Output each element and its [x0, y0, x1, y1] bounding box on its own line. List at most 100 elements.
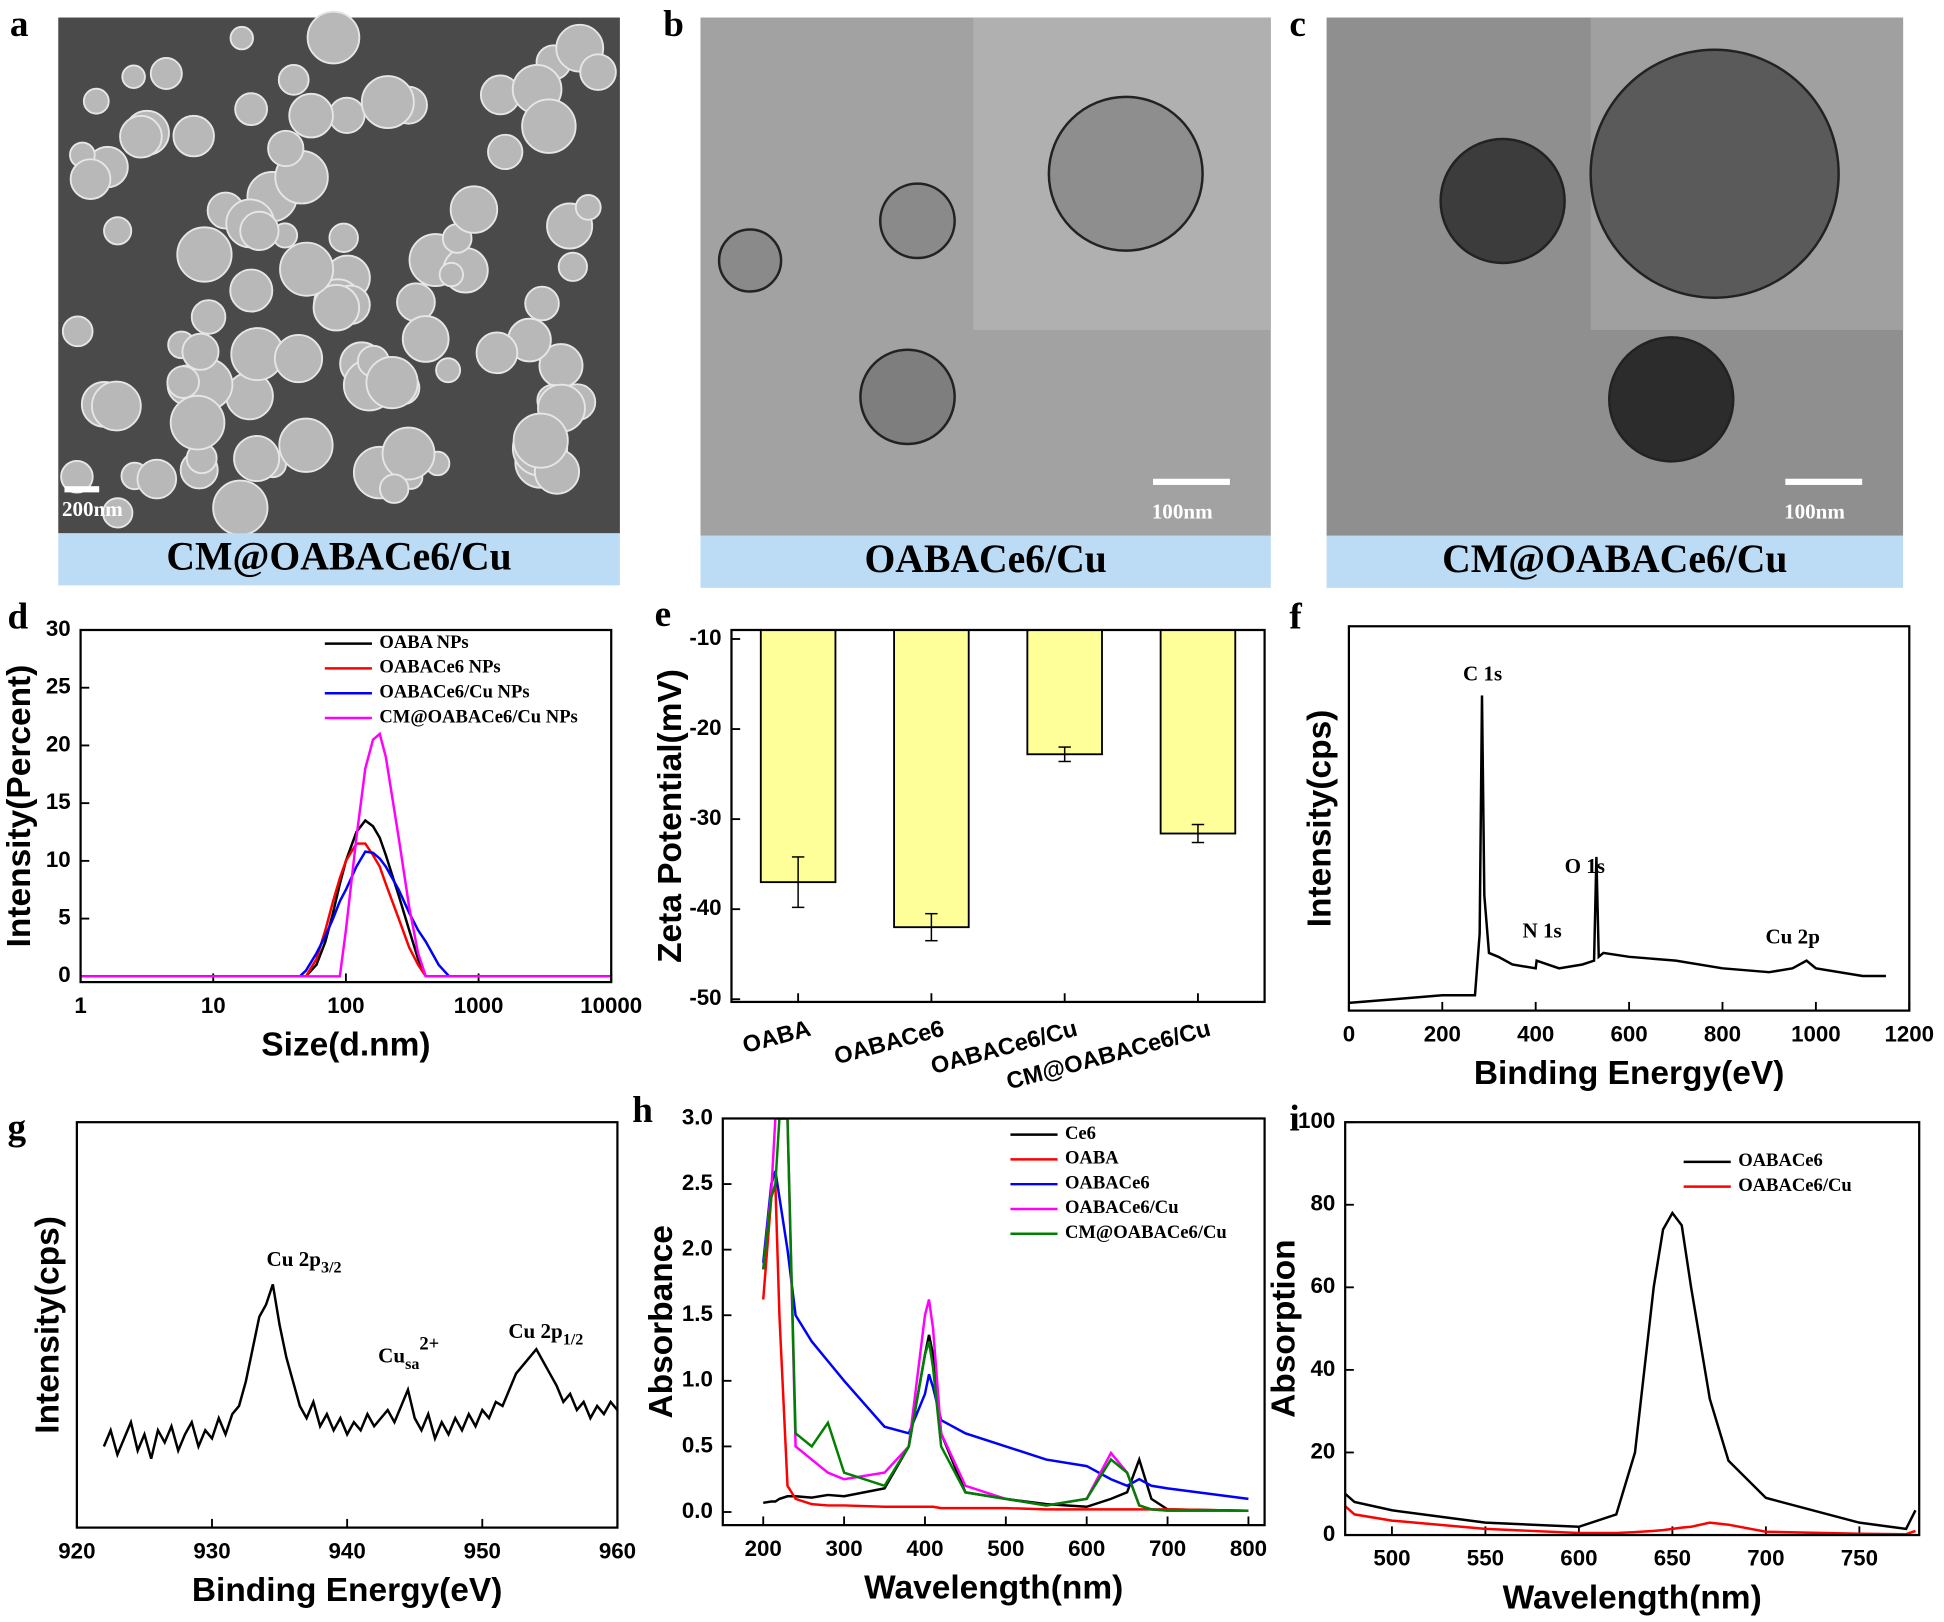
- particle: [360, 75, 415, 130]
- data-line: [761, 1118, 1249, 1512]
- particle: [278, 417, 334, 473]
- y-axis-label: Intensity(cps): [29, 1216, 66, 1434]
- chart-panel: h 200 300 400 500 600 700 800 0.0 0.5 1.0 1.5 2.0 2.5…: [632, 1090, 1267, 1606]
- caption-box: [1326, 535, 1904, 588]
- particle: [166, 365, 200, 399]
- data-line: [80, 850, 612, 978]
- x-tick-label: 800: [1230, 1536, 1267, 1561]
- plot-frame: [1344, 1121, 1921, 1537]
- particle: [172, 114, 215, 158]
- y-tick-label: -50: [689, 985, 721, 1010]
- particle: [233, 435, 281, 483]
- data-line: [1348, 695, 1886, 1005]
- plot-frame: [1347, 625, 1911, 1012]
- y-tick-label: -40: [689, 895, 721, 920]
- x-tick-label: 800: [1704, 1021, 1741, 1046]
- x-tick-label: 940: [329, 1538, 366, 1563]
- plot-frame: [721, 1117, 1266, 1527]
- x-tick-label: 600: [1610, 1021, 1647, 1046]
- x-tick-label: 600: [1068, 1536, 1105, 1561]
- x-tick-label: 920: [58, 1538, 95, 1563]
- panel-letter: e: [655, 594, 672, 635]
- particle: [103, 216, 133, 246]
- particle: [136, 458, 178, 500]
- x-axis-label: Size(d.nm): [261, 1026, 430, 1063]
- particle: [717, 228, 783, 293]
- annotation-text: Cu 2p: [508, 1319, 562, 1343]
- bar: [1026, 629, 1103, 756]
- particle: [61, 315, 94, 348]
- x-tick-label: 500: [987, 1536, 1024, 1561]
- y-tick-label: 40: [1310, 1356, 1335, 1381]
- y-axis-label: Intensity(cps): [1301, 710, 1338, 928]
- x-tick-label: 1: [74, 993, 86, 1018]
- data-line: [102, 1283, 618, 1460]
- particle: [277, 63, 310, 96]
- legend-label: OABACe6: [1065, 1172, 1150, 1193]
- particle: [312, 283, 361, 332]
- y-tick-label: 0.5: [682, 1432, 713, 1457]
- x-tick-label: 200: [1424, 1021, 1461, 1046]
- y-tick-label: 25: [46, 674, 71, 699]
- particle: [328, 96, 366, 134]
- particle: [181, 332, 220, 371]
- y-axis-label: Intensity(Percent): [1, 665, 38, 948]
- bar: [893, 629, 970, 929]
- particle: [1608, 336, 1735, 463]
- y-tick-label: -10: [689, 625, 721, 650]
- y-axis-label: Zeta Potential(mV): [652, 669, 689, 963]
- y-tick-label: 0.0: [682, 1498, 713, 1523]
- particle: [449, 185, 499, 234]
- scale-bar-label: 200nm: [62, 497, 123, 521]
- panel-letter: d: [7, 597, 28, 638]
- x-axis-label: Binding Energy(eV): [1474, 1055, 1785, 1092]
- y-tick-label: 20: [46, 731, 71, 756]
- x-tick-label: OABA: [740, 1015, 814, 1058]
- y-tick-label: 3.0: [682, 1104, 713, 1129]
- particle: [229, 25, 254, 51]
- particle: [176, 226, 233, 283]
- legend-label: OABA: [1065, 1148, 1119, 1169]
- particle: [438, 261, 464, 288]
- particle: [579, 53, 617, 91]
- x-tick-label: 1200: [1884, 1021, 1934, 1046]
- y-tick-label: 5: [58, 904, 70, 929]
- particle: [229, 268, 274, 313]
- data-line: [763, 1334, 1249, 1512]
- y-tick-label: 10: [46, 847, 71, 872]
- x-tick-label: 400: [906, 1536, 943, 1561]
- data-line: [80, 842, 612, 978]
- particle: [401, 315, 450, 363]
- particle: [859, 348, 956, 446]
- particle: [190, 299, 227, 335]
- y-tick-label: 20: [1310, 1438, 1335, 1463]
- y-tick-label: 100: [1298, 1108, 1335, 1133]
- particle: [69, 158, 112, 200]
- x-tick-label: 950: [464, 1538, 501, 1563]
- legend-label: OABACe6/Cu NPs: [379, 681, 529, 702]
- plot-frame: [75, 1121, 619, 1529]
- particle: [1439, 137, 1566, 265]
- panel-letter: f: [1289, 597, 1302, 638]
- annotation-sub: 1/2: [563, 1331, 584, 1348]
- caption: OABACe6/Cu: [864, 537, 1106, 581]
- particle: [149, 57, 183, 90]
- annotation: C 1s: [1463, 662, 1502, 686]
- data-line: [1345, 1210, 1917, 1531]
- particle: [1047, 95, 1204, 252]
- caption-box: [700, 535, 1271, 588]
- x-tick-label: 750: [1841, 1546, 1878, 1571]
- x-tick-label: 960: [599, 1538, 636, 1563]
- y-tick-label: 30: [46, 616, 71, 641]
- x-tick-label: 10: [201, 993, 226, 1018]
- chart-panel: f 0 200 400 600 800 1000 1200 Binding Energy(eV)…: [1289, 597, 1934, 1092]
- annotation: N 1s: [1522, 918, 1561, 942]
- x-tick-label: 700: [1747, 1546, 1784, 1571]
- scale-bar-label: 100nm: [1784, 499, 1845, 523]
- y-tick-label: 15: [46, 789, 71, 814]
- chart-panel: d 1 10 100 1000 10000 0 5 10 15 20 25 30 Size(d.nm) In…: [1, 597, 642, 1064]
- legend-label: OABACe6/Cu: [1738, 1175, 1852, 1196]
- particle: [328, 222, 359, 254]
